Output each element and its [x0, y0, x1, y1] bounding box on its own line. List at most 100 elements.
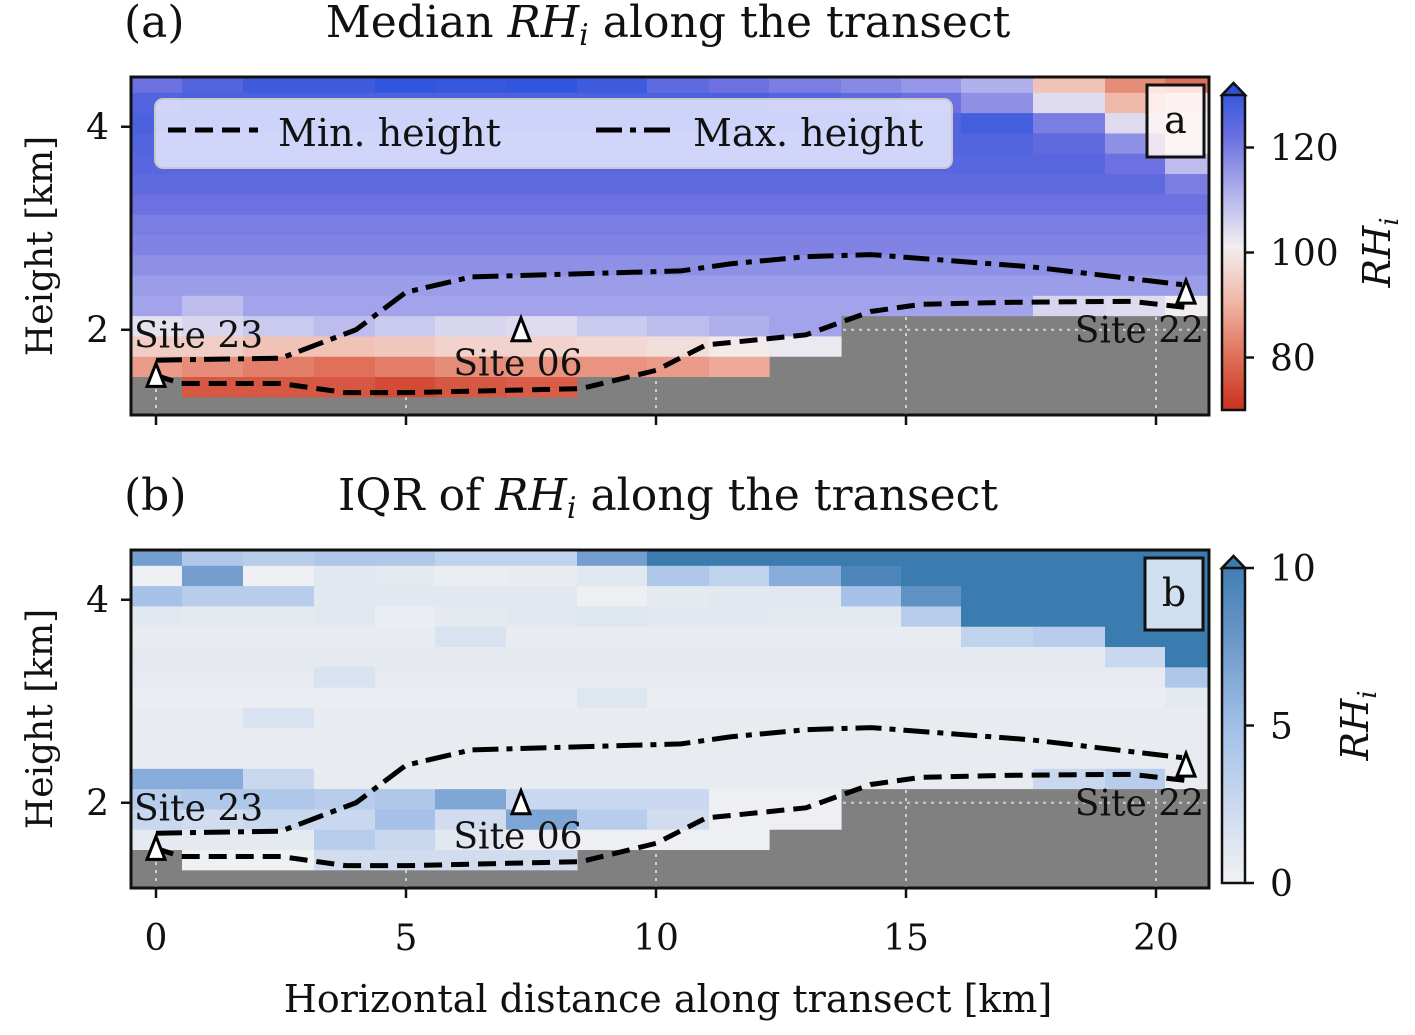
heatmap-cell — [182, 747, 244, 769]
heatmap-cell — [647, 214, 710, 235]
heatmap-cell — [841, 605, 902, 627]
inset-label-box — [1143, 556, 1205, 632]
heatmap-cell — [243, 315, 315, 337]
heatmap-cell — [243, 376, 315, 398]
heatmap-cell — [901, 666, 962, 688]
heatmap-cell — [314, 605, 376, 627]
y-tick-label: 4 — [86, 581, 109, 622]
heatmap-cell — [577, 687, 648, 708]
heatmap-cell — [506, 585, 578, 607]
heatmap-cell — [435, 550, 507, 566]
heatmap-cell — [243, 550, 315, 566]
y-tick-label: 4 — [86, 108, 109, 149]
heatmap-cell — [841, 646, 902, 668]
heatmap-cell — [709, 788, 770, 810]
heatmap-cell — [506, 727, 578, 749]
heatmap-cell — [131, 747, 183, 769]
heatmap-cell — [435, 193, 507, 215]
heatmap-cell — [375, 768, 436, 790]
heatmap-cell — [769, 315, 842, 337]
heatmap-cell — [647, 173, 710, 195]
heatmap-cell — [375, 687, 436, 708]
colorbar-label-variable: RH — [1355, 225, 1399, 289]
heatmap-cell — [1033, 646, 1106, 668]
heatmap-cell — [769, 666, 842, 688]
heatmap-cell — [577, 707, 648, 729]
panel-label: (b) — [124, 470, 187, 521]
heatmap-cell — [709, 666, 770, 688]
heatmap-cell — [506, 646, 578, 668]
heatmap-cell — [709, 274, 770, 296]
heatmap-cell — [961, 646, 1034, 668]
heatmap-cell — [769, 254, 842, 276]
heatmap-cell — [577, 565, 648, 587]
heatmap-cell — [314, 687, 376, 708]
heatmap-cell — [709, 295, 770, 317]
heatmap-cell — [131, 687, 183, 708]
heatmap-cell — [961, 727, 1034, 749]
heatmap-cell — [314, 565, 376, 587]
heatmap-cell — [709, 234, 770, 256]
heatmap-cell — [961, 666, 1034, 688]
heatmap-cell — [506, 626, 578, 648]
heatmap-cell — [435, 295, 507, 317]
heatmap-cell — [182, 234, 244, 256]
heatmap-cell — [647, 77, 710, 93]
heatmap-cell — [1033, 77, 1106, 93]
heatmap-cell — [901, 77, 962, 93]
heatmap-cell — [709, 214, 770, 235]
heatmap-cell — [375, 666, 436, 688]
heatmap-cell — [841, 193, 902, 215]
heatmap-cell — [1165, 193, 1209, 215]
heatmap-cell — [961, 193, 1034, 215]
heatmap-cell — [961, 605, 1034, 627]
heatmap-cell — [577, 234, 648, 256]
heatmap-cell — [841, 707, 902, 729]
heatmap-cell — [435, 687, 507, 708]
legend-entry-max-height: Max. height — [693, 111, 923, 155]
heatmap-cell — [182, 77, 244, 93]
heatmap-cell — [769, 707, 842, 729]
heatmap-cell — [375, 173, 436, 195]
heatmap-cell — [577, 747, 648, 769]
x-tick-label: 15 — [883, 918, 929, 959]
heatmap-cell — [709, 315, 770, 337]
heatmap-cell — [182, 295, 244, 317]
heatmap-cell — [314, 234, 376, 256]
heatmap-cell — [961, 132, 1034, 154]
heatmap-cell — [647, 747, 710, 769]
heatmap-cell — [577, 274, 648, 296]
heatmap-cell — [901, 605, 962, 627]
heatmap-cell — [506, 356, 578, 378]
heatmap-cell — [709, 727, 770, 749]
heatmap-cell — [709, 193, 770, 215]
heatmap-cell — [243, 173, 315, 195]
heatmap-cell — [1033, 112, 1106, 134]
heatmap-cell — [769, 565, 842, 587]
heatmap-cell — [435, 315, 507, 337]
heatmap-cell — [1033, 550, 1106, 566]
y-tick-label: 2 — [86, 311, 109, 352]
site-label: Site 23 — [134, 789, 263, 830]
inset-label-box — [1145, 83, 1206, 159]
heatmap-cell — [577, 550, 648, 566]
heatmap-cell — [577, 315, 648, 337]
heatmap-cell — [577, 77, 648, 93]
heatmap-cell — [243, 295, 315, 317]
heatmap-cell — [435, 565, 507, 587]
heatmap-cell — [647, 707, 710, 729]
heatmap-cell — [435, 808, 507, 830]
colorbar-tick-label: 120 — [1270, 129, 1339, 170]
y-axis-label: Height [km] — [20, 609, 61, 829]
colorbar-label: RHi — [1333, 690, 1383, 761]
heatmap-cell — [1033, 92, 1106, 114]
heatmap-cell — [961, 295, 1034, 317]
heatmap-cell — [901, 214, 962, 235]
heatmap-cell — [131, 727, 183, 749]
heatmap-cell — [1105, 193, 1166, 215]
heatmap-cell — [709, 356, 770, 378]
colorbar-tick-label: 100 — [1270, 234, 1339, 275]
heatmap-cell — [182, 193, 244, 215]
heatmap-cell — [506, 747, 578, 769]
colorbar-extend-arrow-icon — [1219, 81, 1248, 97]
